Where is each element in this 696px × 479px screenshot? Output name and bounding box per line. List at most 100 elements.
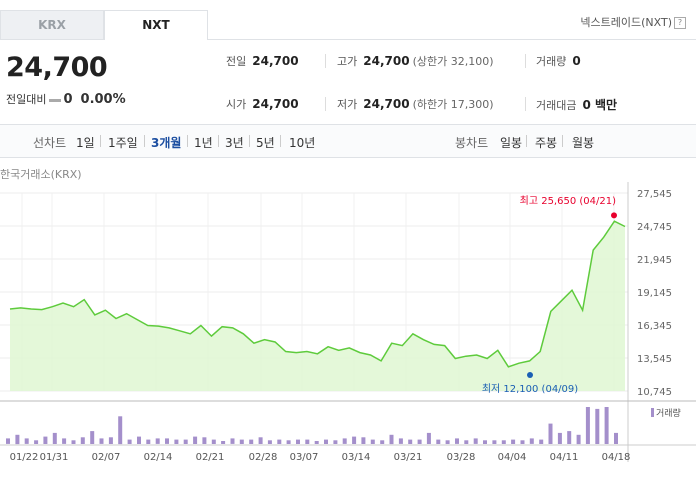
volume-bar xyxy=(314,441,319,444)
stat-low: 저가 24,700 (하한가 17,300) xyxy=(337,96,494,112)
volume-bar xyxy=(62,438,67,444)
volume-bar xyxy=(342,438,347,444)
volume-bar xyxy=(305,439,310,444)
volume-bar xyxy=(595,408,600,444)
y-tick-label: 16,345 xyxy=(637,321,672,332)
candle-daily[interactable]: 일봉 xyxy=(500,136,523,150)
volume-bar xyxy=(286,440,291,444)
x-tick-label: 02/21 xyxy=(196,452,225,463)
divider xyxy=(325,97,326,111)
volume-bar xyxy=(324,439,328,444)
volume-bar xyxy=(43,436,48,444)
volume-bar xyxy=(165,438,169,444)
volume-bar xyxy=(211,439,216,444)
volume-bar xyxy=(585,407,590,444)
volume-bar xyxy=(567,431,572,444)
volume-bar xyxy=(118,416,123,445)
volume-bar xyxy=(557,432,562,444)
volume-legend-swatch xyxy=(651,408,654,417)
divider xyxy=(144,135,145,147)
volume-bar xyxy=(398,438,403,444)
volume-bar xyxy=(501,440,506,444)
candle-weekly[interactable]: 주봉 xyxy=(535,136,558,150)
stat-value: 24,700 xyxy=(252,97,299,111)
price-area xyxy=(10,221,625,391)
y-tick-label: 21,945 xyxy=(637,255,672,266)
period-1d[interactable]: 1일 xyxy=(76,136,95,150)
volume-bar xyxy=(520,440,525,444)
tab-nxt[interactable]: NXT xyxy=(104,10,208,40)
volume-bar xyxy=(576,434,581,445)
volume-bar xyxy=(99,438,104,444)
stat-high: 고가 24,700 (상한가 32,100) xyxy=(337,53,494,69)
lower-limit: (하한가 17,300) xyxy=(412,98,494,111)
x-tick-label: 04/11 xyxy=(550,452,579,463)
period-3m[interactable]: 3개월 xyxy=(151,136,182,150)
price-change: 전일대비 0 0.00% xyxy=(6,91,126,107)
x-tick-label: 02/28 xyxy=(249,452,278,463)
stat-value: 24,700 xyxy=(363,97,410,111)
y-tick-label: 24,745 xyxy=(637,222,672,233)
price-stats: 전일 24,700 고가 24,700 (상한가 32,100) 거래량 0 시가 24,… xyxy=(213,40,696,122)
period-5y[interactable]: 5년 xyxy=(256,136,275,150)
divider xyxy=(325,54,326,68)
volume-legend-label: 거래량 xyxy=(656,407,681,419)
x-tick-label: 03/21 xyxy=(394,452,423,463)
period-10y[interactable]: 10년 xyxy=(289,136,316,150)
volume-bar xyxy=(137,436,141,444)
flat-icon xyxy=(49,98,62,102)
stat-label: 시가 xyxy=(226,98,247,111)
help-icon[interactable]: ? xyxy=(674,17,686,29)
stat-label: 고가 xyxy=(337,55,358,68)
volume-bar xyxy=(511,439,516,444)
stat-value: 24,700 xyxy=(252,54,299,68)
x-tick-label: 02/14 xyxy=(144,452,173,463)
divider xyxy=(525,54,526,68)
change-percent: 0.00% xyxy=(80,92,126,107)
market-label: 넥스트레이드(NXT)? xyxy=(580,14,686,30)
divider xyxy=(249,135,250,147)
exchange-label: 한국거래소(KRX) xyxy=(0,168,82,181)
current-price: 24,700 xyxy=(6,52,108,83)
low-marker xyxy=(527,372,533,379)
volume-bar xyxy=(127,439,132,444)
volume-bar xyxy=(426,432,431,444)
volume-bar xyxy=(6,438,10,444)
period-1w[interactable]: 1주일 xyxy=(108,136,138,150)
volume-bar xyxy=(71,440,76,444)
x-tick-label: 04/04 xyxy=(498,452,527,463)
stat-label: 거래량 xyxy=(536,55,567,68)
volume-bar xyxy=(230,438,235,444)
volume-bar xyxy=(90,431,95,444)
volume-bar xyxy=(202,437,207,444)
x-tick-label: 03/14 xyxy=(342,452,371,463)
tab-divider xyxy=(208,39,696,40)
y-tick-label: 27,545 xyxy=(637,189,672,200)
change-label: 전일대비 xyxy=(6,93,47,106)
y-tick-label: 10,745 xyxy=(637,387,672,398)
volume-bar xyxy=(258,437,263,444)
period-3y[interactable]: 3년 xyxy=(225,136,244,150)
volume-bar xyxy=(380,440,385,444)
period-1y[interactable]: 1년 xyxy=(194,136,213,150)
volume-bar xyxy=(483,440,487,444)
volume-bar xyxy=(174,439,179,444)
x-tick-label: 01/22 xyxy=(10,452,39,463)
volume-bar xyxy=(529,438,534,444)
divider xyxy=(562,135,563,147)
tab-krx[interactable]: KRX xyxy=(0,10,104,40)
stat-value: 24,700 xyxy=(363,54,410,68)
x-tick-label: 04/18 xyxy=(602,452,631,463)
x-tick-label: 02/07 xyxy=(92,452,121,463)
divider xyxy=(187,135,188,147)
stat-volume: 거래량 0 xyxy=(536,53,581,69)
price-line xyxy=(9,220,626,368)
candle-chart-label: 봉차트 xyxy=(455,136,489,150)
x-tick-label: 01/31 xyxy=(40,452,69,463)
volume-bar xyxy=(370,439,375,444)
volume-bar xyxy=(548,423,553,444)
candle-monthly[interactable]: 월봉 xyxy=(572,136,595,150)
line-chart-label: 선차트 xyxy=(33,136,67,150)
stat-label: 거래대금 xyxy=(536,99,577,112)
